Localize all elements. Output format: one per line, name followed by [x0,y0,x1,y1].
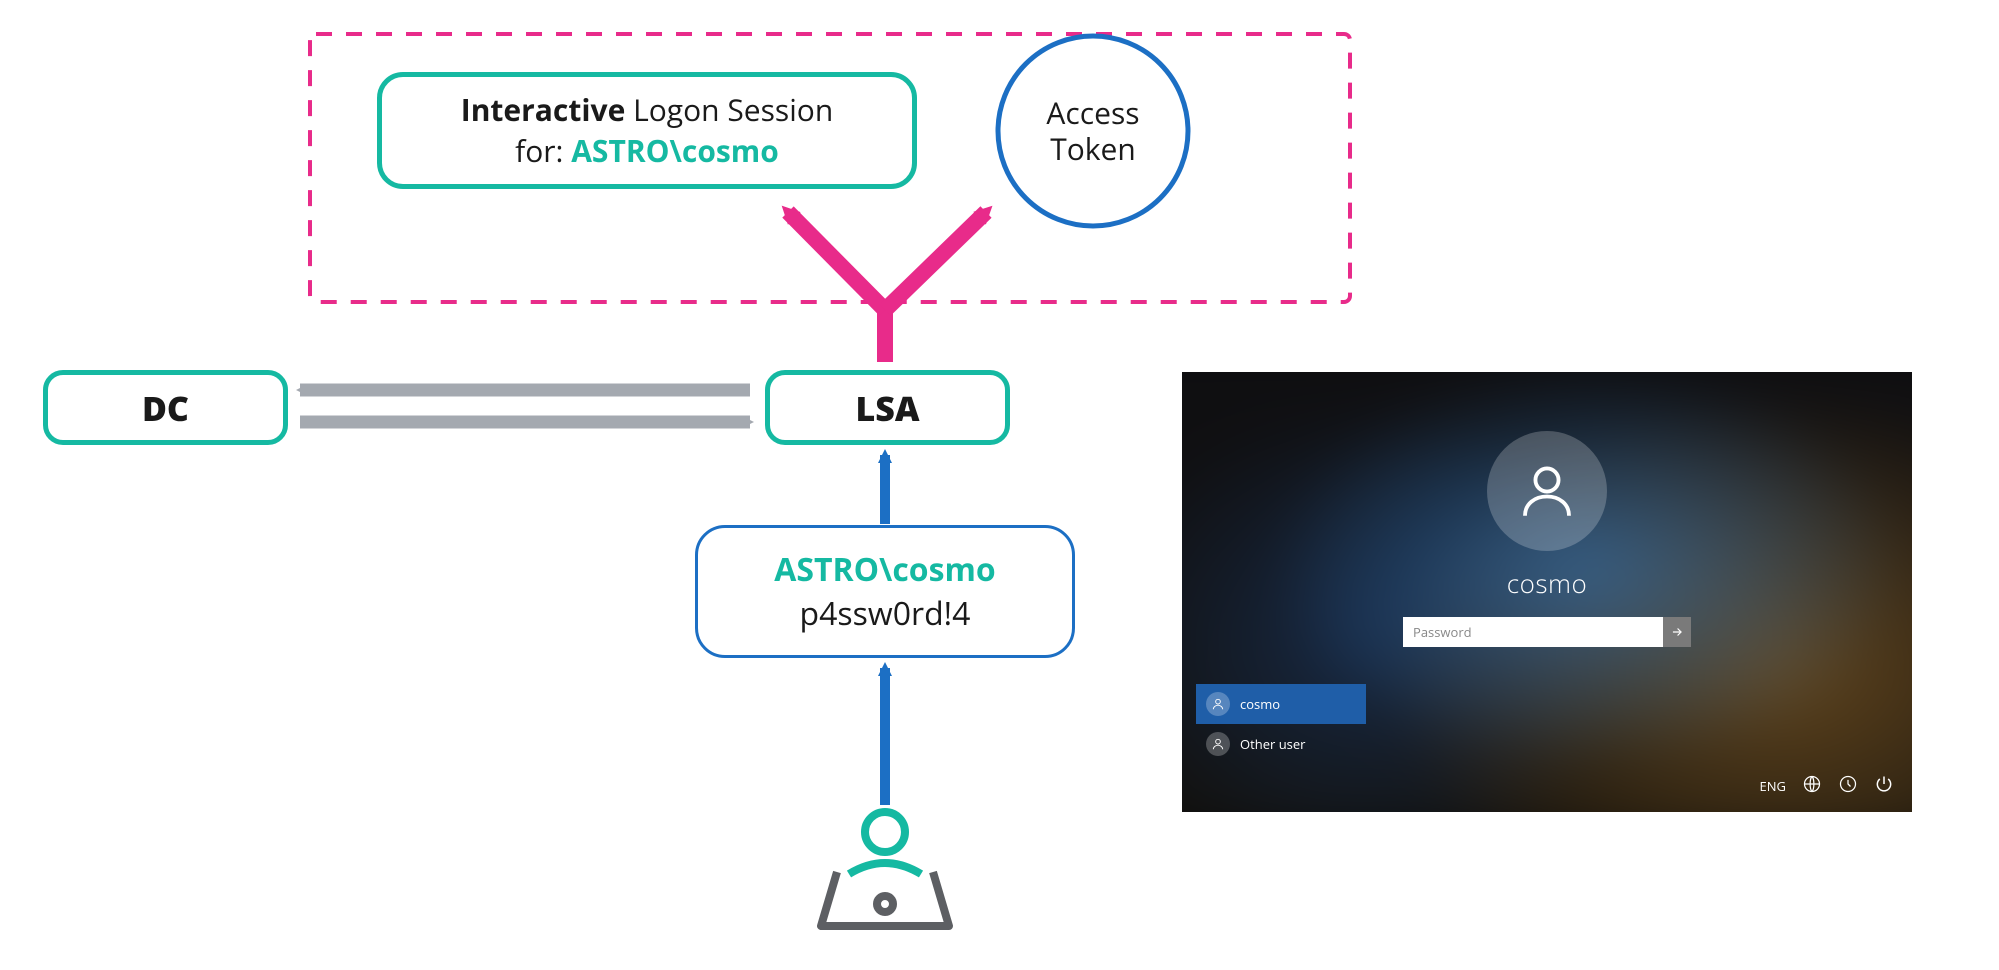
access-token-line2: Token [1046,131,1139,167]
tray-language[interactable]: ENG [1760,777,1786,795]
session-subtitle-prefix: for: [515,130,571,171]
access-token-line1: Access [1046,95,1139,131]
credentials-node: ASTRO\cosmo p4ssw0rd!4 [695,525,1075,658]
arrow-fork-left [788,212,885,310]
tray-power-icon[interactable] [1874,774,1894,798]
session-title-rest: Logon Session [625,89,833,130]
lsa-node: LSA [765,370,1010,445]
arrow-fork-right [885,212,986,310]
tray-network-icon[interactable] [1802,774,1822,798]
access-token-label: Access Token [998,36,1188,226]
login-submit-button[interactable] [1663,617,1691,647]
login-avatar [1487,431,1607,551]
lsa-label: LSA [855,385,919,431]
login-user-list: cosmo Other user [1196,684,1366,764]
login-system-tray: ENG [1760,774,1894,798]
dc-label: DC [142,385,189,431]
session-title-bold: Interactive [461,89,626,130]
login-password-input[interactable]: Password [1403,617,1663,647]
user-icon [1206,692,1230,716]
login-password-placeholder: Password [1413,623,1472,641]
user-laptop-icon [821,812,949,926]
login-user-tile[interactable]: Other user [1196,724,1366,764]
dc-node: DC [43,370,288,445]
login-user-label: cosmo [1240,695,1280,713]
login-username: cosmo [1507,565,1587,601]
credentials-account: ASTRO\cosmo [774,548,995,591]
login-user-label: Other user [1240,735,1306,753]
credentials-password: p4ssw0rd!4 [774,592,995,635]
logon-session-node: Interactive Logon Session for: ASTRO\cos… [377,72,917,189]
user-icon [1206,732,1230,756]
login-user-tile[interactable]: cosmo [1196,684,1366,724]
windows-login-screenshot: cosmo Password cosmo Other user ENG [1182,372,1912,812]
session-account: ASTRO\cosmo [571,130,779,171]
tray-accessibility-icon[interactable] [1838,774,1858,798]
